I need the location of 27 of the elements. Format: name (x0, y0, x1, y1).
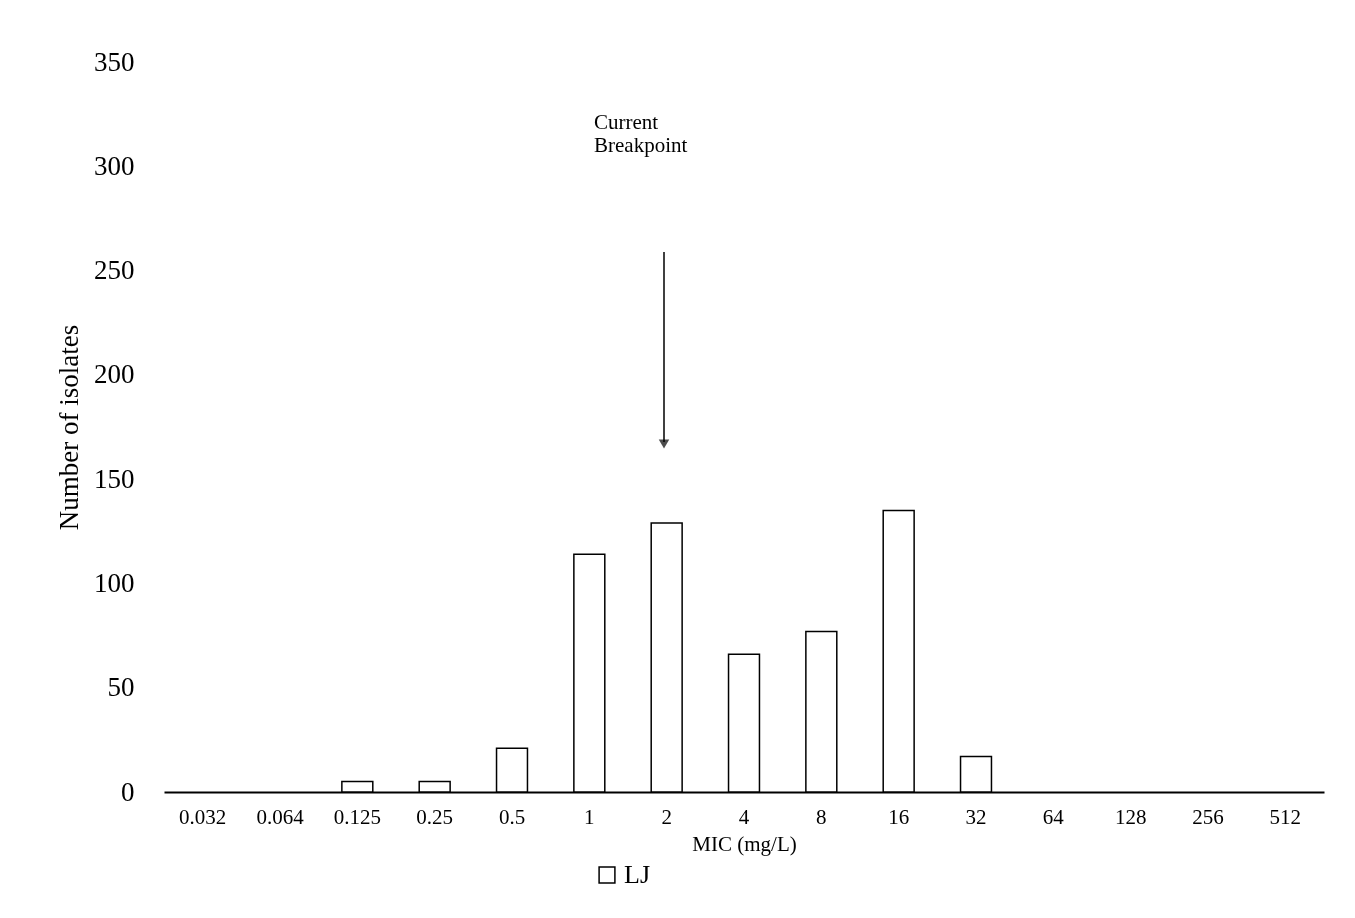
y-tick-label: 200 (94, 359, 135, 390)
x-tick-label: 512 (1269, 804, 1302, 829)
y-tick-label: 350 (94, 46, 135, 77)
x-tick-label: 0.032 (179, 804, 227, 829)
x-axis-title: MIC (mg/L) (692, 831, 797, 856)
x-tick-label: 128 (1114, 804, 1147, 829)
x-tick-label: 1 (584, 804, 595, 829)
annotation: Current Breakpoint (594, 110, 688, 157)
y-tick-label: 100 (94, 567, 135, 598)
y-tick-label: 150 (94, 463, 135, 494)
y-tick-label: 250 (94, 255, 135, 286)
x-tick-label: 0.25 (416, 804, 454, 829)
x-tick-label: 32 (965, 804, 987, 829)
x-tick-label: 256 (1192, 804, 1224, 829)
legend-label: LJ (624, 860, 650, 889)
x-tick-label: 0.125 (333, 804, 381, 829)
x-tick-label: 8 (816, 804, 827, 829)
x-tick-label: 4 (738, 804, 750, 829)
y-tick-label: 300 (94, 150, 135, 181)
x-tick-label: 2 (661, 804, 672, 829)
y-axis-title: Number of isolates (54, 324, 84, 531)
x-tick-label: 0.064 (256, 804, 305, 829)
x-tick-label: 0.5 (498, 804, 526, 829)
y-tick-label: 50 (107, 672, 135, 703)
x-tick-label: 16 (888, 804, 910, 829)
y-tick-label: 0 (121, 776, 135, 807)
x-tick-label: 64 (1042, 804, 1065, 829)
